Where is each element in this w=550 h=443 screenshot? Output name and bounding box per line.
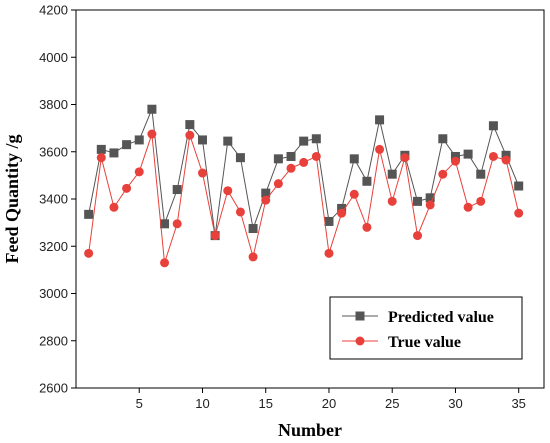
data-point-true: [122, 183, 132, 193]
data-point-predicted: [438, 134, 448, 144]
data-point-true: [337, 208, 347, 218]
x-tick-label: 15: [258, 396, 272, 411]
data-point-predicted: [413, 196, 423, 206]
data-point-predicted: [223, 136, 233, 146]
data-point-true: [109, 202, 119, 212]
data-point-predicted: [425, 193, 435, 203]
data-point-predicted: [349, 154, 359, 164]
data-point-predicted: [387, 169, 397, 179]
data-point-true: [273, 179, 283, 189]
y-axis: 2600 2800 3000 3200 3400 3600 3800 4000 4200: [39, 3, 76, 396]
data-point-true: [235, 207, 245, 217]
data-point-true: [324, 248, 334, 258]
data-point-predicted: [299, 136, 309, 146]
y-tick-label: 2600: [39, 381, 68, 396]
data-point-true: [160, 258, 170, 268]
data-point-predicted: [286, 151, 296, 161]
data-point-predicted: [450, 151, 460, 161]
y-tick-label: 4200: [39, 3, 68, 18]
data-point-predicted: [109, 148, 119, 158]
x-tick-label: 30: [448, 396, 462, 411]
data-point-true: [362, 222, 372, 232]
data-point-true: [96, 153, 106, 163]
data-point-true: [514, 208, 524, 218]
data-point-true: [261, 195, 271, 205]
data-point-true: [425, 200, 435, 210]
x-tick-label: 25: [385, 396, 399, 411]
data-point-predicted: [488, 121, 498, 131]
data-point-predicted: [514, 181, 524, 191]
data-point-predicted: [463, 149, 473, 159]
data-point-true: [400, 153, 410, 163]
x-tick-label: 5: [136, 396, 143, 411]
y-tick-label: 3200: [39, 239, 68, 254]
legend-box: [329, 296, 523, 360]
data-point-predicted: [197, 135, 207, 145]
data-point-true: [476, 196, 486, 206]
legend-label-predicted: Predicted value: [388, 309, 494, 326]
data-point-true: [387, 196, 397, 206]
series-layer: [84, 104, 524, 268]
data-point-true: [147, 129, 157, 139]
y-axis-title: Feed Quantity /g: [2, 135, 22, 264]
data-point-predicted: [476, 169, 486, 179]
x-tick-label: 35: [511, 396, 525, 411]
y-tick-label: 3600: [39, 144, 68, 159]
data-point-predicted: [235, 153, 245, 163]
series-line-predicted: [88, 109, 520, 236]
data-point-true: [197, 168, 207, 178]
x-tick-label: 20: [322, 396, 336, 411]
data-point-predicted: [375, 115, 385, 125]
data-point-true: [84, 248, 94, 258]
x-axis: 5 10 15 20 25 30 35: [136, 388, 526, 411]
data-point-predicted: [96, 144, 106, 154]
data-point-predicted: [362, 176, 372, 186]
x-axis-title: Number: [278, 420, 342, 440]
data-point-true: [463, 202, 473, 212]
data-point-predicted: [261, 188, 271, 198]
data-point-true: [349, 189, 359, 199]
data-point-true: [450, 156, 460, 166]
data-point-true: [299, 157, 309, 167]
legend-marker-true: [355, 336, 365, 346]
data-point-true: [248, 252, 258, 262]
legend: Predicted value True value: [329, 296, 523, 360]
data-point-predicted: [147, 104, 157, 114]
x-tick-label: 10: [195, 396, 209, 411]
data-point-predicted: [122, 140, 132, 150]
data-point-true: [413, 231, 423, 241]
data-point-true: [286, 163, 296, 173]
data-point-predicted: [185, 120, 195, 130]
y-tick-label: 3800: [39, 97, 68, 112]
legend-label-true: True value: [388, 334, 461, 351]
data-point-true: [172, 219, 182, 229]
data-point-predicted: [501, 150, 511, 160]
data-point-true: [185, 130, 195, 140]
data-point-true: [311, 151, 321, 161]
y-tick-label: 2800: [39, 333, 68, 348]
data-point-predicted: [311, 134, 321, 144]
y-tick-label: 4000: [39, 50, 68, 65]
legend-marker-predicted: [355, 311, 365, 321]
data-point-true: [375, 144, 385, 154]
y-tick-label: 3400: [39, 192, 68, 207]
data-point-predicted: [84, 209, 94, 219]
y-tick-label: 3000: [39, 286, 68, 301]
data-point-predicted: [160, 219, 170, 229]
data-point-true: [134, 167, 144, 177]
data-point-true: [501, 155, 511, 165]
data-point-true: [488, 151, 498, 161]
data-point-predicted: [172, 185, 182, 195]
data-point-true: [438, 169, 448, 179]
data-point-predicted: [273, 154, 283, 164]
data-point-predicted: [134, 135, 144, 145]
data-point-true: [223, 186, 233, 196]
data-point-predicted: [324, 216, 334, 226]
data-point-predicted: [248, 224, 258, 234]
data-point-predicted: [337, 203, 347, 213]
data-point-true: [210, 231, 220, 241]
